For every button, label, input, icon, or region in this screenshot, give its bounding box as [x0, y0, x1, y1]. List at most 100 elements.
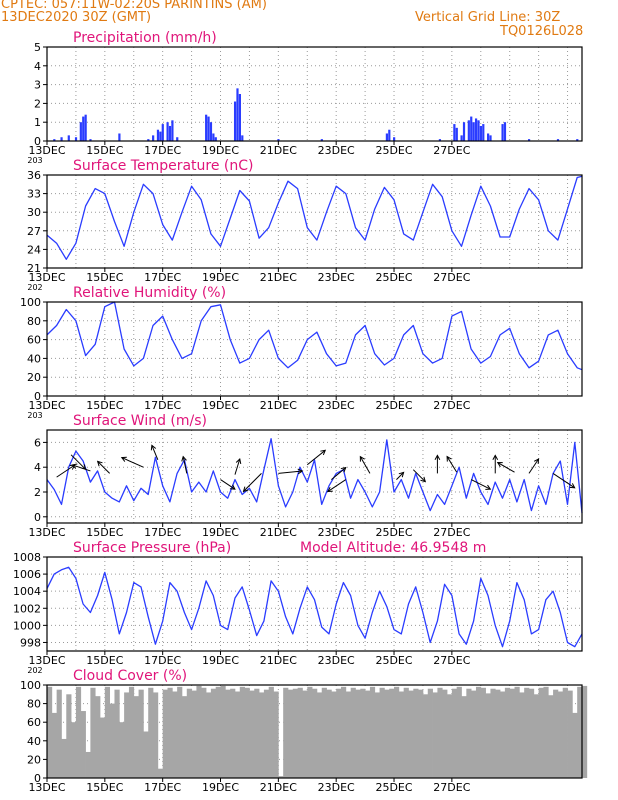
cloud-cover-bar: [66, 694, 72, 778]
wind-arrow: [528, 458, 539, 474]
wind-xtick-label: 13DEC: [28, 526, 65, 539]
wind-arrow: [70, 454, 86, 470]
precip-xtick-label: 17DEC: [144, 144, 181, 157]
wind-arrow-head: [434, 454, 441, 461]
humidity-xtick-label: 23DEC: [318, 399, 355, 412]
precip-ytick-label: 2: [34, 97, 41, 110]
cloud-cover-bar: [403, 687, 409, 778]
humidity-frame: [46, 301, 583, 397]
precip-bar: [503, 122, 507, 141]
cloud-cover-bar: [234, 691, 241, 778]
cloud-cover-bar: [90, 687, 96, 778]
cloud-cover-bar: [61, 738, 67, 778]
cloud-cover-bar: [422, 694, 429, 778]
cloud-cover-bar: [341, 686, 347, 778]
precip-bar: [385, 133, 388, 141]
wind-ytick-label: 2: [34, 486, 41, 499]
precip-bar: [393, 137, 396, 141]
cloud-cover-bar: [490, 688, 496, 778]
pressure-ytick-label: 1006: [13, 568, 41, 581]
cloud-cover-bar: [538, 687, 544, 778]
cloud-cover-bar: [177, 686, 183, 778]
wind-arrow: [234, 458, 241, 475]
cloud-cover-bar: [394, 686, 400, 778]
cloud-cover-bar: [466, 688, 472, 778]
cloud-cover-bar: [292, 688, 298, 778]
header-date: 13DEC2020 30Z (GMT): [1, 10, 152, 25]
precip-bar: [118, 133, 121, 141]
cloud-cover-bar: [562, 687, 568, 778]
cloud-cover-bar: [321, 687, 327, 778]
wind-ytick-label: 0: [34, 511, 41, 524]
precip-xtick-label: 21DEC: [260, 144, 297, 157]
cloud-cover-bar: [528, 688, 535, 778]
temp-ytick-label: 36: [27, 169, 41, 182]
precip-bar: [205, 114, 208, 141]
cloud-xtick-label: 13DEC: [28, 781, 65, 794]
wind-xtick-label: 17DEC: [144, 526, 181, 539]
humidity-title: Relative Humidity (%): [73, 285, 226, 301]
wind-arrow: [497, 462, 515, 473]
pressure-annotation: Model Altitude: 46.9548 m: [300, 540, 486, 556]
wind-arrow-head: [69, 464, 76, 470]
cloud-cover-bar: [543, 686, 549, 778]
wind-xtick-label: 27DEC: [433, 526, 470, 539]
cloud-cover-bar: [215, 686, 221, 778]
pressure-ytick-label: 1008: [13, 551, 41, 564]
precip-bar: [474, 118, 478, 141]
cloud-xtick-label: 25DEC: [375, 781, 412, 794]
wind-arrow-head: [96, 460, 103, 467]
cloud-cover-bar: [104, 686, 111, 778]
temp-title: Surface Temperature (nC): [73, 158, 254, 174]
cloud-xtick-label: 23DEC: [318, 781, 355, 794]
wind-ytick-label: 6: [34, 436, 41, 449]
cloud-cover-bar: [206, 692, 212, 778]
wind-ytick-label: 4: [34, 461, 41, 474]
humidity-xtick-label: 27DEC: [433, 399, 470, 412]
humidity-ytick-label: 0: [34, 390, 41, 403]
cloud-cover-bar: [432, 692, 438, 778]
cloud-cover-bar: [47, 686, 53, 778]
cloud-ytick-label: 100: [20, 679, 41, 692]
precip-bar: [74, 137, 78, 141]
precip-bar: [470, 116, 473, 141]
cloud-cover-bar: [283, 687, 289, 778]
pressure-xtick-label: 21DEC: [260, 654, 297, 667]
precip-bar: [453, 124, 456, 141]
wind-arrow: [359, 456, 371, 474]
cloud-cover-bar: [201, 687, 207, 778]
cloud-cover-bar: [287, 689, 294, 778]
cloud-cover-bar: [225, 689, 231, 778]
pressure-ytick-label: 1002: [13, 602, 41, 615]
wind-arrow: [56, 464, 75, 478]
cloud-cover-bar: [577, 686, 583, 778]
wind-arrow: [151, 445, 159, 460]
wind-arrow: [552, 472, 575, 489]
pressure-xtick-label: 23DEC: [318, 654, 355, 667]
cloud-cover-bar: [167, 687, 173, 778]
wind-arrow: [331, 467, 347, 480]
cloud-title: Cloud Cover (%): [73, 668, 187, 684]
wind-arrow: [396, 472, 404, 480]
cloud-cover-bar: [172, 691, 178, 778]
temp-year-label: 202: [27, 283, 42, 292]
wind-arrow: [97, 461, 111, 474]
pressure-xtick-label: 19DEC: [202, 654, 239, 667]
cloud-cover-bar: [345, 691, 352, 778]
humidity-ytick-label: 20: [27, 371, 41, 384]
precip-ytick-label: 5: [34, 41, 41, 54]
temp-ytick-label: 33: [27, 188, 41, 201]
precip-bar: [156, 129, 160, 141]
wind-arrow-head: [120, 456, 127, 462]
wind-arrow: [446, 456, 458, 473]
cloud-cover-bar: [389, 688, 395, 778]
cloud-cover-bar: [307, 686, 313, 778]
precip-year-label: 203: [27, 156, 42, 165]
cloud-cover-bar: [157, 768, 164, 778]
cloud-cover-bar: [500, 691, 506, 778]
wind-xtick-label: 15DEC: [86, 526, 123, 539]
pressure-xtick-label: 25DEC: [375, 654, 412, 667]
cloud-cover-bar: [384, 689, 390, 778]
cloud-cover-bar: [230, 688, 236, 778]
precip-bar: [487, 133, 490, 141]
